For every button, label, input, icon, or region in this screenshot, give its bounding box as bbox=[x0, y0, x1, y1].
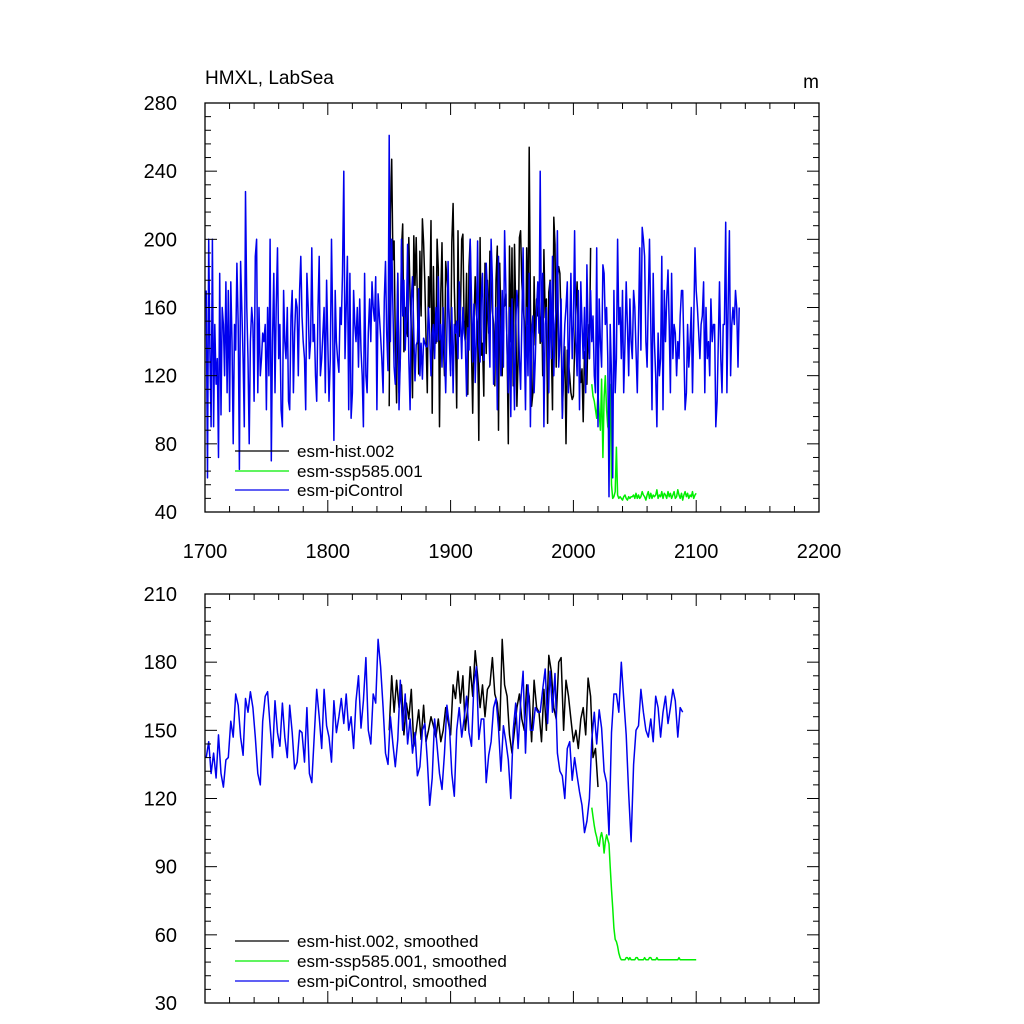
y-tick-label: 120 bbox=[144, 789, 177, 811]
bottom-panel: 30 60 90 120 150 180 210 esm-hist.002, smoothe… bbox=[144, 584, 820, 1015]
top-panel-data-lines bbox=[205, 134, 740, 501]
legend-label-esm-hist: esm-hist.002 bbox=[297, 442, 394, 461]
series-line-esm-hist-002-smoothed bbox=[388, 638, 599, 788]
series-line-esm-picontrol-smoothed bbox=[205, 638, 684, 843]
y-tick-label: 240 bbox=[144, 161, 177, 183]
y-tick-label: 280 bbox=[144, 93, 177, 115]
legend-label-esm-picontrol-smoothed: esm-piControl, smoothed bbox=[297, 972, 487, 991]
y-tick-label: 40 bbox=[155, 502, 177, 524]
y-tick-label: 210 bbox=[144, 584, 177, 606]
y-tick-label: 80 bbox=[155, 434, 177, 456]
x-tick-label: 2100 bbox=[674, 541, 719, 563]
series-line-esm-hist-002 bbox=[388, 146, 592, 445]
bottom-panel-ticks: 30 60 90 120 150 180 210 bbox=[144, 584, 820, 1015]
series-line-esm-ssp585-001-smoothed bbox=[591, 807, 697, 961]
x-tick-label: 2200 bbox=[797, 541, 842, 563]
bottom-panel-frame bbox=[204, 593, 820, 1004]
top-panel-ticks: 1700 1800 1900 2000 2100 2200 40 80 120 160 200 240… bbox=[144, 93, 842, 563]
y-tick-label: 180 bbox=[144, 652, 177, 674]
legend-label-esm-ssp585-smoothed: esm-ssp585.001, smoothed bbox=[297, 952, 507, 971]
legend-label-esm-picontrol: esm-piControl bbox=[297, 481, 403, 500]
y-tick-label: 150 bbox=[144, 720, 177, 742]
x-tick-label: 2000 bbox=[551, 541, 596, 563]
x-tick-label: 1700 bbox=[183, 541, 228, 563]
y-tick-label: 120 bbox=[144, 366, 177, 388]
x-tick-label: 1800 bbox=[306, 541, 351, 563]
top-panel-frame bbox=[204, 102, 820, 513]
top-panel: 1700 1800 1900 2000 2100 2200 40 80 120 160 200 240… bbox=[144, 68, 842, 563]
y-tick-label: 60 bbox=[155, 925, 177, 947]
top-panel-legend: esm-hist.002 esm-ssp585.001 esm-piContro… bbox=[235, 442, 423, 500]
bottom-panel-data-lines bbox=[205, 638, 697, 961]
y-tick-label: 30 bbox=[155, 993, 177, 1015]
y-tick-label: 200 bbox=[144, 229, 177, 251]
legend-label-esm-ssp585: esm-ssp585.001 bbox=[297, 462, 423, 481]
y-tick-label: 90 bbox=[155, 857, 177, 879]
bottom-panel-legend: esm-hist.002, smoothed esm-ssp585.001, s… bbox=[235, 932, 507, 991]
y-tick-label: 160 bbox=[144, 298, 177, 320]
top-panel-units: m bbox=[803, 72, 819, 93]
legend-label-esm-hist-smoothed: esm-hist.002, smoothed bbox=[297, 932, 478, 951]
series-line-esm-picontrol bbox=[205, 134, 740, 498]
x-tick-label: 1900 bbox=[428, 541, 473, 563]
top-panel-title: HMXL, LabSea bbox=[205, 68, 334, 89]
